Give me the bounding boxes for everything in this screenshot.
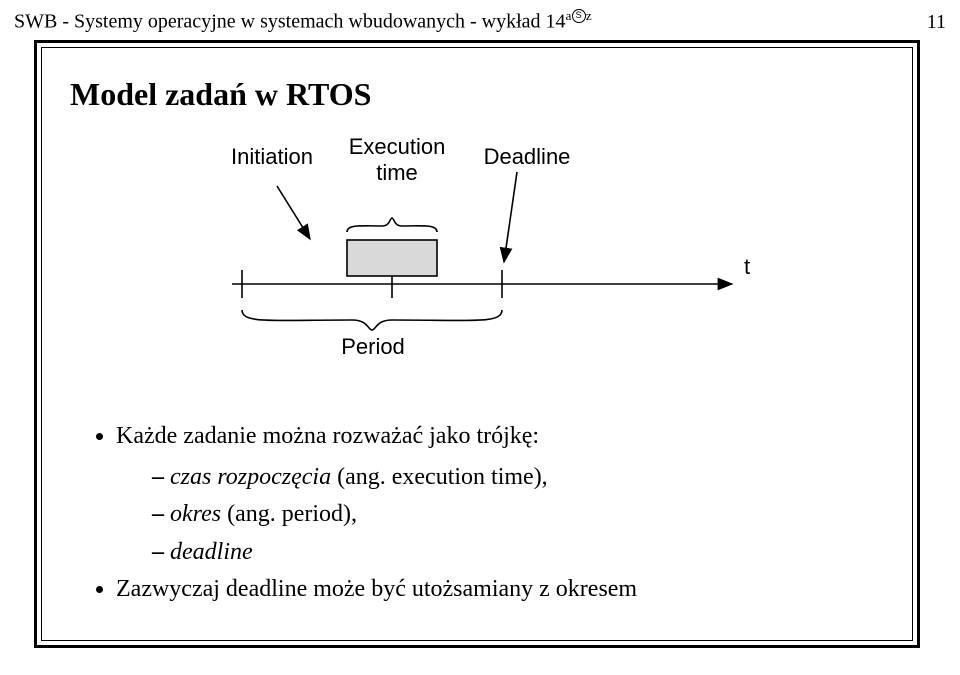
execution-brace: [347, 218, 437, 232]
label-period: Period: [338, 334, 408, 360]
label-t: t: [737, 254, 757, 280]
page: SWB - Systemy operacyjne w systemach wbu…: [0, 0, 960, 675]
initiation-arrow: [277, 186, 310, 239]
label-deadline: Deadline: [477, 144, 577, 170]
header-text: SWB - Systemy operacyjne w systemach wbu…: [14, 8, 592, 34]
header-title: SWB - Systemy operacyjne w systemach wbu…: [14, 11, 566, 33]
diagram-svg: [192, 134, 772, 384]
execution-rect: [347, 240, 437, 276]
deadline-arrow: [504, 172, 517, 262]
bullet-list: Każde zadanie można rozważać jako trójkę…: [94, 418, 872, 608]
bullet-1c: deadline: [152, 534, 872, 571]
bullet-1a: czas rozpoczęcia (ang. execution time),: [152, 459, 872, 496]
bullet-1b: okres (ang. period),: [152, 496, 872, 533]
bullet-1: Każde zadanie można rozważać jako trójkę…: [116, 418, 872, 571]
page-number: 11: [927, 11, 946, 34]
slide-outer-border: Model zadań w RTOS: [34, 40, 920, 648]
slide-inner-border: Model zadań w RTOS: [41, 47, 913, 641]
task-model-diagram: Initiation Execution time Deadline Perio…: [192, 134, 772, 384]
header-superscript: aSz: [566, 8, 593, 23]
header-row: SWB - Systemy operacyjne w systemach wbu…: [14, 8, 946, 34]
slide-title: Model zadań w RTOS: [70, 76, 371, 113]
slide-content: Model zadań w RTOS: [42, 48, 912, 640]
period-brace: [242, 310, 502, 330]
label-execution: Execution time: [342, 134, 452, 186]
bullet-2: Zazwyczaj deadline może być utożsamiany …: [116, 571, 872, 608]
label-initiation: Initiation: [222, 144, 322, 170]
